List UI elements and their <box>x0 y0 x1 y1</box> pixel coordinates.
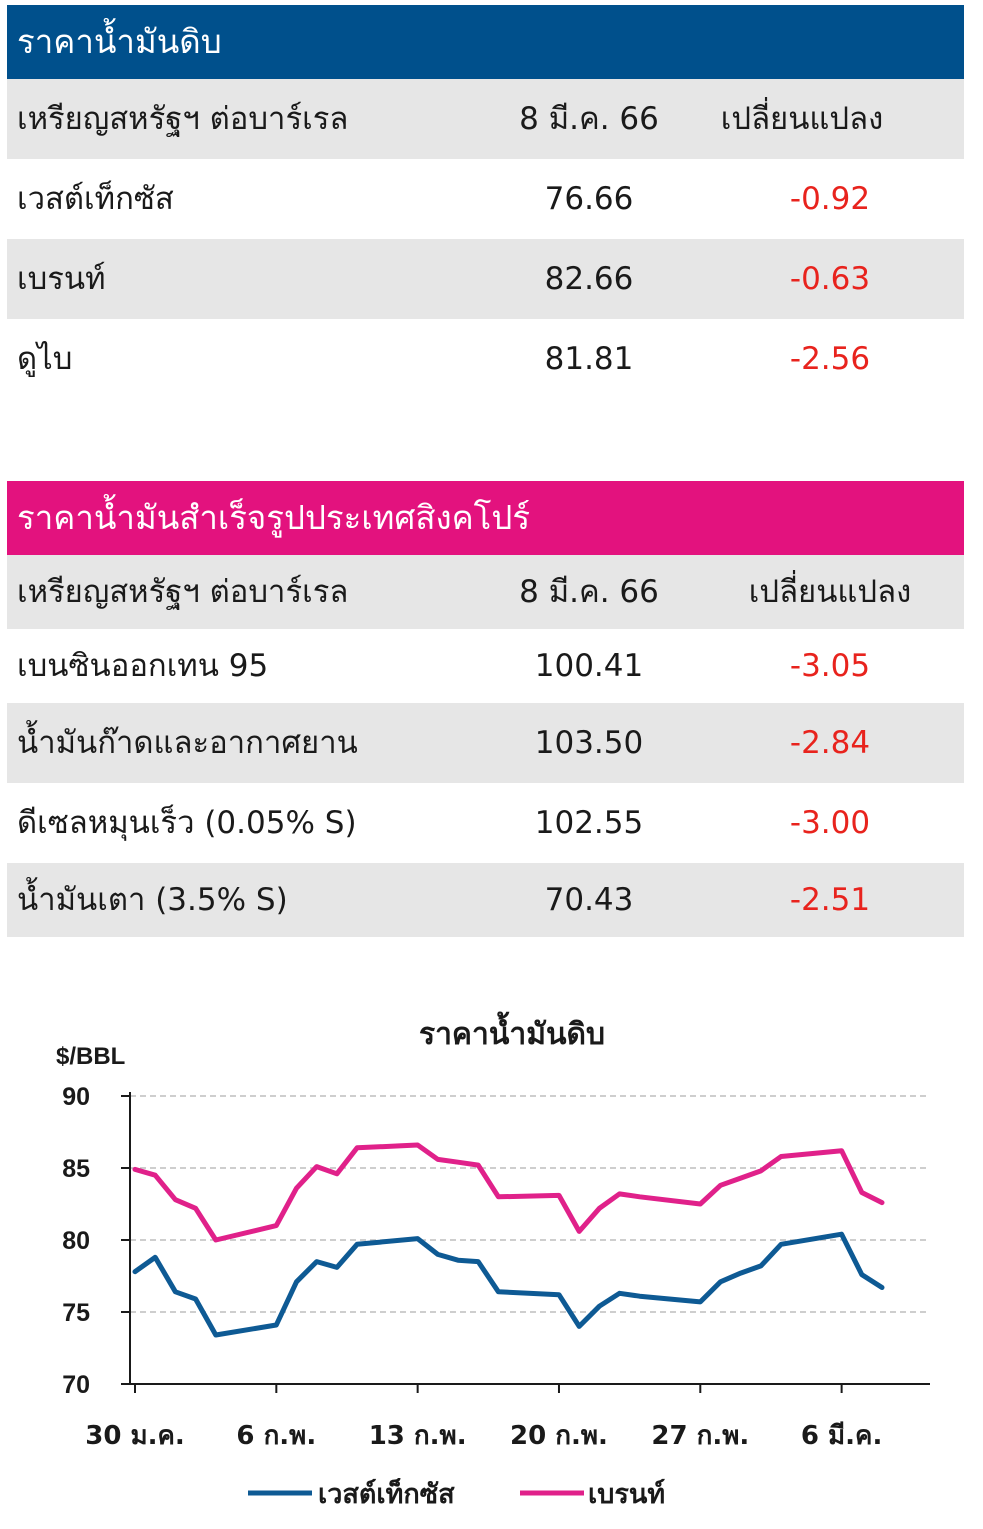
row-value: 82.66 <box>544 261 634 297</box>
header-change-label: เปลี่ยนแปลง <box>748 574 912 610</box>
y-tick-label: 75 <box>62 1299 90 1327</box>
table-row: ดูไบ 81.81 -2.56 <box>7 319 964 399</box>
chart-title: ราคาน้ำมันดิบ <box>419 1011 605 1052</box>
row-value: 76.66 <box>544 181 634 217</box>
table-row: เบนซินออกเทน 95 100.41 -3.05 <box>7 629 964 703</box>
row-name: น้ำมันเตา (3.5% S) <box>17 882 288 918</box>
row-change: -0.92 <box>789 181 871 217</box>
legend-label: เบรนท์ <box>588 1478 665 1510</box>
y-tick-label: 85 <box>62 1155 90 1183</box>
crude-price-chart: ราคาน้ำมันดิบ $/BBL 70 75 80 85 90 30 ม.ค. 6 ก… <box>56 1011 930 1510</box>
x-tick-label: 6 มี.ค. <box>801 1421 882 1451</box>
row-change: -0.63 <box>789 261 871 297</box>
row-change: -3.00 <box>789 805 871 841</box>
header-unit-label: เหรียญสหรัฐฯ ต่อบาร์เรล <box>17 101 349 137</box>
table-row: น้ำมันก๊าดและอากาศยาน 103.50 -2.84 <box>7 703 964 783</box>
row-value: 100.41 <box>534 648 644 684</box>
row-change: -2.84 <box>789 725 871 761</box>
x-tick-label: 27 ก.พ. <box>651 1421 749 1451</box>
singapore-table-header-row: เหรียญสหรัฐฯ ต่อบาร์เรล 8 มี.ค. 66 เปลี่… <box>7 555 964 629</box>
y-tick-label: 90 <box>62 1083 90 1111</box>
row-change: -2.56 <box>789 341 871 377</box>
header-date-label: 8 มี.ค. 66 <box>519 101 659 137</box>
crude-table-title: ราคาน้ำมันดิบ <box>7 5 964 79</box>
y-tick-label: 80 <box>62 1227 90 1255</box>
y-axis-unit-label: $/BBL <box>56 1043 125 1070</box>
series-line-brent <box>132 1142 885 1243</box>
row-change: -3.05 <box>789 648 871 684</box>
row-name: ดูไบ <box>17 341 73 377</box>
row-name: เวสต์เท็กซัส <box>17 181 174 217</box>
x-tick-label: 20 ก.พ. <box>510 1421 608 1451</box>
singapore-price-table: ราคาน้ำมันสำเร็จรูปประเทศสิงคโปร์ เหรียญ… <box>7 481 964 937</box>
table-row: ดีเซลหมุนเร็ว (0.05% S) 102.55 -3.00 <box>7 783 964 863</box>
table-row: เบรนท์ 82.66 -0.63 <box>7 239 964 319</box>
row-value: 103.50 <box>534 725 644 761</box>
legend-label: เวสต์เท็กซัส <box>318 1476 455 1510</box>
singapore-table-title: ราคาน้ำมันสำเร็จรูปประเทศสิงคโปร์ <box>7 481 964 555</box>
header-change-label: เปลี่ยนแปลง <box>720 101 884 137</box>
row-name: ดีเซลหมุนเร็ว (0.05% S) <box>17 805 357 841</box>
row-name: น้ำมันก๊าดและอากาศยาน <box>17 725 358 761</box>
table-row: น้ำมันเตา (3.5% S) 70.43 -2.51 <box>7 863 964 937</box>
row-name: เบนซินออกเทน 95 <box>17 648 269 684</box>
x-tick-label: 13 ก.พ. <box>369 1421 467 1451</box>
y-tick-label: 70 <box>62 1371 90 1399</box>
row-value: 70.43 <box>544 882 634 918</box>
row-value: 81.81 <box>544 341 634 377</box>
crude-price-table: ราคาน้ำมันดิบ เหรียญสหรัฐฯ ต่อบาร์เรล 8 … <box>7 5 964 399</box>
x-tick-label: 30 ม.ค. <box>85 1421 185 1451</box>
series-line-wti <box>132 1231 885 1338</box>
row-change: -2.51 <box>789 882 871 918</box>
table-row: เวสต์เท็กซัส 76.66 -0.92 <box>7 159 964 239</box>
crude-table-header-row: เหรียญสหรัฐฯ ต่อบาร์เรล 8 มี.ค. 66 เปลี่… <box>7 79 964 159</box>
header-date-label: 8 มี.ค. 66 <box>519 574 659 610</box>
x-tick-label: 6 ก.พ. <box>236 1421 316 1451</box>
header-unit-label: เหรียญสหรัฐฯ ต่อบาร์เรล <box>17 574 349 610</box>
row-name: เบรนท์ <box>17 261 106 297</box>
row-value: 102.55 <box>534 805 644 841</box>
